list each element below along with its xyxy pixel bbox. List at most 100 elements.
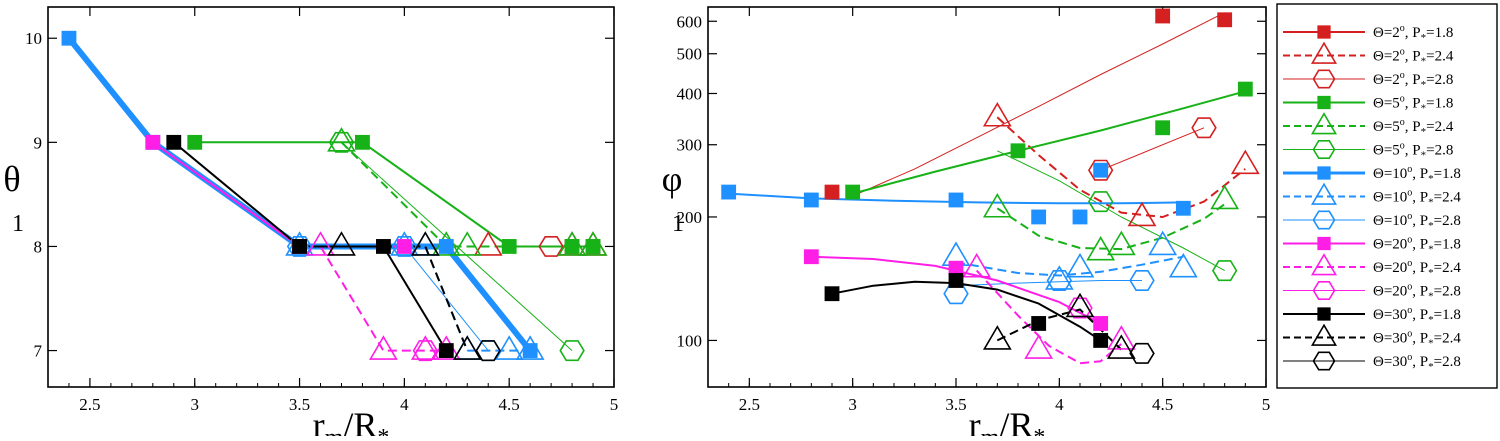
right-data-point-1 — [982, 102, 1012, 127]
left-data-point-12 — [292, 239, 307, 254]
left-x-tick-label: 5 — [610, 395, 619, 414]
left-data-point-4 — [557, 231, 587, 256]
right-series-line-5 — [997, 150, 1225, 272]
left-data-point-4 — [327, 127, 356, 152]
legend-marker-9 — [1317, 236, 1331, 251]
right-data-point-13 — [1106, 334, 1136, 359]
left-x-tick-label: 4 — [400, 395, 409, 414]
left-y-tick-label: 7 — [34, 342, 43, 361]
left-data-point-3 — [585, 239, 601, 254]
right-data-point-9 — [1093, 316, 1109, 331]
right-data-point-6 — [803, 192, 819, 208]
right-data-point-0 — [1217, 12, 1233, 28]
left-data-point-13 — [327, 231, 356, 256]
legend-marker-5 — [1312, 140, 1336, 159]
legend-marker-0 — [1317, 25, 1331, 39]
right-y-tick-label: 500 — [677, 45, 703, 64]
right-data-point-3 — [1155, 120, 1171, 136]
right-x-tick-label: 3.5 — [945, 395, 966, 414]
right-data-point-9 — [948, 260, 964, 276]
left-x-tick-label: 2.5 — [79, 395, 100, 414]
right-data-point-10 — [1106, 325, 1136, 350]
right-data-point-2 — [1191, 117, 1217, 139]
left-data-point-6 — [61, 30, 77, 46]
right-series-line-8 — [955, 280, 1142, 287]
right-y-tick-label: 300 — [677, 136, 703, 155]
left-x-tick-label: 4.5 — [499, 395, 520, 414]
legend-label-4: Θ=5o, P*=2.4 — [1373, 117, 1454, 138]
left-x-tick-label: 3.5 — [289, 395, 310, 414]
left-data-point-8 — [286, 236, 313, 257]
legend-label-3: Θ=5o, P*=1.8 — [1373, 94, 1453, 115]
left-data-point-7 — [515, 335, 545, 360]
legend-label-6: Θ=10o, P*=1.8 — [1373, 164, 1461, 185]
left-data-point-9 — [396, 239, 412, 254]
left-series-line-10 — [319, 245, 447, 352]
left-data-point-2 — [538, 236, 564, 257]
left-data-point-4 — [452, 231, 482, 256]
left-data-point-6 — [438, 239, 454, 254]
right-x-axis-title: rm/R* — [969, 405, 1046, 436]
left-series-line-5 — [341, 141, 573, 351]
left-series-line-9 — [152, 141, 405, 248]
legend-marker-11 — [1312, 280, 1336, 301]
right-data-point-6 — [1093, 162, 1109, 178]
left-data-point-12 — [375, 239, 391, 254]
left-y-tick-label: 9 — [34, 133, 43, 152]
right-y-tick-label: 200 — [677, 208, 703, 227]
right-data-point-7 — [1168, 252, 1198, 278]
legend-label-12: Θ=30o, P*=1.8 — [1373, 305, 1461, 326]
right-data-point-0 — [1155, 8, 1171, 24]
right-y-tick-label: 600 — [677, 12, 703, 31]
right-data-point-6 — [1031, 209, 1047, 225]
left-y-axis-title: θ — [3, 159, 20, 199]
right-data-point-6 — [721, 184, 737, 200]
legend-marker-10 — [1310, 253, 1338, 276]
left-plot: 2.5 3 3.5 4 4.5 5 7 8 9 10 rm/R* θ 1 — [3, 6, 619, 441]
left-series-group — [61, 30, 608, 362]
left-series-line-6 — [66, 36, 533, 353]
left-series-line-13 — [341, 245, 469, 351]
left-y-tick-label: 8 — [34, 237, 43, 256]
legend-label-5: Θ=5o, P*=2.8 — [1373, 141, 1453, 162]
right-x-tick-label: 4.5 — [1152, 395, 1173, 414]
legend-label-0: Θ=2o, P*=1.8 — [1373, 23, 1453, 44]
right-data-point-5 — [1211, 260, 1238, 282]
right-data-point-10 — [1024, 334, 1054, 359]
left-data-point-12 — [438, 343, 454, 358]
left-data-point-5 — [559, 340, 585, 362]
right-data-point-8 — [1046, 269, 1073, 292]
left-data-point-11 — [412, 340, 439, 362]
right-data-point-2 — [1087, 159, 1114, 181]
right-x-tick-label: 4 — [1055, 395, 1064, 414]
right-series-line-1 — [996, 116, 1246, 218]
legend-frame — [1276, 3, 1498, 389]
left-data-point-3 — [355, 134, 370, 150]
left-y-axis-subscript: 1 — [12, 211, 24, 237]
left-data-point-10 — [306, 231, 335, 256]
right-data-point-12 — [1093, 333, 1109, 348]
right-y-axis-subscript: 1 — [672, 211, 684, 237]
right-y-tick-label: 400 — [677, 84, 703, 103]
right-data-point-6 — [1072, 209, 1088, 225]
right-data-point-4 — [1106, 230, 1136, 256]
right-plot-frame — [707, 6, 1267, 388]
right-series-line-12 — [831, 280, 1102, 342]
right-data-point-1 — [1127, 201, 1157, 227]
left-data-point-7 — [494, 335, 524, 360]
left-data-point-3 — [501, 239, 517, 254]
left-data-point-13 — [410, 231, 440, 256]
right-series-line-10 — [975, 269, 1122, 365]
legend-label-13: Θ=30o, P*=2.4 — [1373, 329, 1461, 350]
legend-label-9: Θ=20o, P*=1.8 — [1373, 235, 1461, 256]
right-x-tick-label: 2.5 — [739, 395, 760, 414]
right-data-point-3 — [845, 184, 861, 200]
right-data-point-7 — [1065, 252, 1095, 278]
legend-label-2: Θ=2o, P*=2.8 — [1373, 70, 1453, 91]
right-data-point-12 — [1031, 316, 1047, 331]
right-data-point-1 — [1230, 149, 1260, 175]
right-y-tick-label: 100 — [677, 331, 703, 350]
legend-marker-8 — [1312, 210, 1336, 230]
right-series-line-2 — [1100, 127, 1205, 171]
legend-label-7: Θ=10o, P*=2.4 — [1373, 188, 1461, 209]
